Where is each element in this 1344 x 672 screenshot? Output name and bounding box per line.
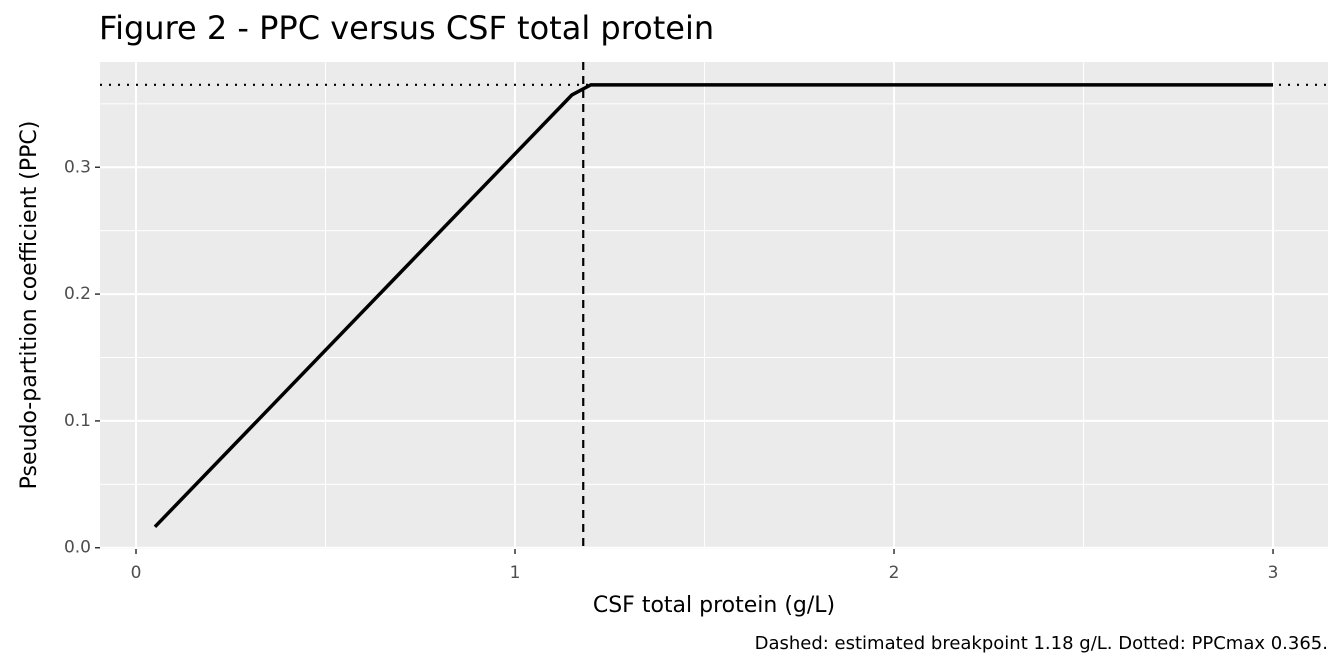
y-axis-title: Pseudo-partition coefficient (PPC) [17, 121, 42, 490]
y-tick-label: 0.2 [64, 284, 91, 304]
data-line [153, 83, 1274, 529]
y-tick-label: 0.0 [64, 538, 91, 558]
y-tick-label: 0.3 [64, 157, 91, 177]
x-tick-label: 3 [1268, 563, 1279, 583]
x-axis-title: CSF total protein (g/L) [593, 593, 835, 618]
plot-panel [100, 62, 1328, 549]
x-tick-label: 1 [510, 563, 521, 583]
y-tick-label: 0.1 [64, 411, 91, 431]
caption: Dashed: estimated breakpoint 1.18 g/L. D… [755, 633, 1328, 654]
x-tick-label: 0 [131, 563, 142, 583]
x-tick-label: 2 [889, 563, 900, 583]
chart-title: Figure 2 - PPC versus CSF total protein [99, 9, 714, 47]
